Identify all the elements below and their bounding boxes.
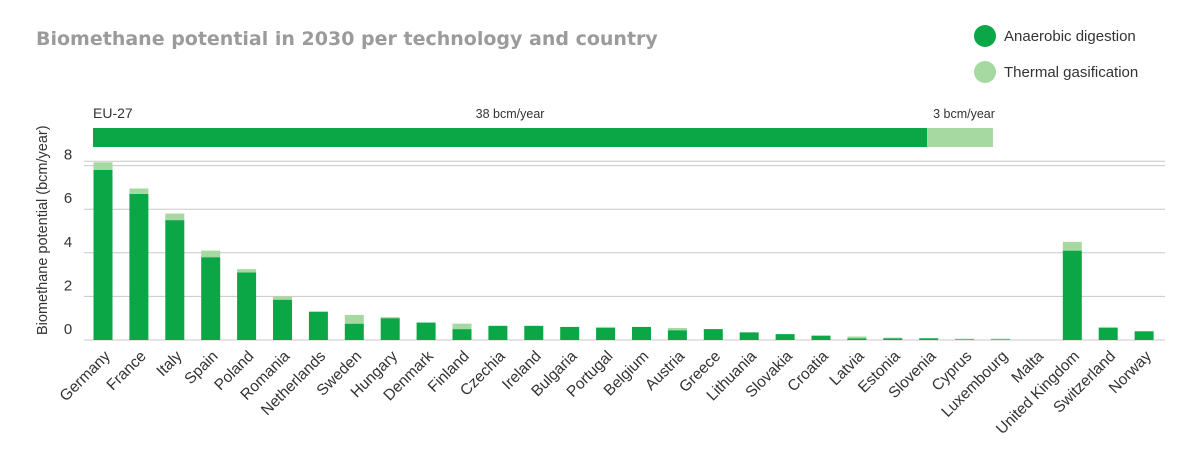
bar-thermal xyxy=(991,338,1010,340)
legend-swatch-anaerobic xyxy=(974,25,996,47)
bar-anaerobic xyxy=(524,325,544,340)
y-tick-label: 2 xyxy=(64,277,72,294)
y-tick-label: 8 xyxy=(64,147,72,164)
bar-anaerobic xyxy=(1062,250,1082,340)
category-label: Croatia xyxy=(784,348,832,396)
bar-thermal xyxy=(165,213,185,221)
bars xyxy=(93,162,1154,340)
bar-anaerobic xyxy=(811,335,831,340)
bar-anaerobic xyxy=(416,322,436,340)
bar-anaerobic xyxy=(201,257,221,340)
gridlines xyxy=(84,160,1165,341)
bar-thermal xyxy=(237,269,257,273)
bar-thermal xyxy=(452,323,472,330)
bar-anaerobic xyxy=(847,338,867,340)
bar-thermal xyxy=(955,338,975,340)
bar-thermal xyxy=(201,250,221,258)
bar-thermal xyxy=(129,188,149,194)
y-tick-labels: 0 2 4 6 8 xyxy=(64,147,72,338)
bar-thermal xyxy=(847,336,867,339)
chart-title: Biomethane potential in 2030 per technol… xyxy=(36,28,658,50)
eu27-label: EU-27 xyxy=(93,105,133,121)
bar-anaerobic xyxy=(273,299,292,340)
bar-anaerobic xyxy=(1098,328,1118,340)
bar-thermal xyxy=(273,296,292,300)
bar-anaerobic xyxy=(560,326,580,340)
bar-anaerobic xyxy=(632,326,651,340)
bar-thermal xyxy=(883,337,903,339)
bar-anaerobic xyxy=(344,323,364,340)
bar-anaerobic xyxy=(775,334,795,340)
bar-anaerobic xyxy=(237,272,257,340)
bar-thermal xyxy=(667,328,687,331)
category-label: Germany xyxy=(57,348,114,405)
eu27-bar-thermal xyxy=(927,128,993,147)
bar-thermal xyxy=(93,162,113,170)
bar-thermal xyxy=(1098,326,1118,329)
bar-anaerobic xyxy=(308,311,328,340)
eu27-anaerobic-value: 38 bcm/year xyxy=(476,107,545,121)
bar-anaerobic xyxy=(739,332,759,340)
bar-anaerobic xyxy=(129,193,149,340)
bar-anaerobic xyxy=(955,339,975,340)
eu27-bar-anaerobic xyxy=(93,128,928,147)
bar-thermal xyxy=(380,317,400,319)
y-tick-label: 0 xyxy=(64,321,72,338)
bar-thermal xyxy=(344,314,364,324)
bar-anaerobic xyxy=(703,329,723,340)
eu27-summary: EU-27 38 bcm/year 3 bcm/year xyxy=(93,105,995,147)
bar-anaerobic xyxy=(667,330,687,340)
legend: Anaerobic digestion Thermal gasification xyxy=(974,25,1138,83)
legend-label-anaerobic: Anaerobic digestion xyxy=(1004,28,1136,45)
bar-anaerobic xyxy=(165,220,185,340)
bar-thermal xyxy=(1062,241,1082,251)
bar-anaerobic xyxy=(93,169,113,340)
bar-anaerobic xyxy=(1134,331,1154,340)
bar-thermal xyxy=(596,326,616,329)
bar-anaerobic xyxy=(452,329,472,340)
y-tick-label: 6 xyxy=(64,190,72,207)
y-axis-label: Biomethane potential (bcm/year) xyxy=(35,125,51,335)
y-tick-label: 4 xyxy=(64,234,72,251)
bar-anaerobic xyxy=(919,338,939,340)
bar-anaerobic xyxy=(991,339,1010,340)
bar-anaerobic xyxy=(488,325,508,340)
eu27-thermal-value: 3 bcm/year xyxy=(933,107,995,121)
legend-label-thermal: Thermal gasification xyxy=(1004,64,1138,81)
bar-anaerobic xyxy=(883,338,903,340)
legend-swatch-thermal xyxy=(974,61,996,83)
category-label: France xyxy=(104,348,150,394)
bar-anaerobic xyxy=(596,328,616,340)
bar-anaerobic xyxy=(380,318,400,340)
